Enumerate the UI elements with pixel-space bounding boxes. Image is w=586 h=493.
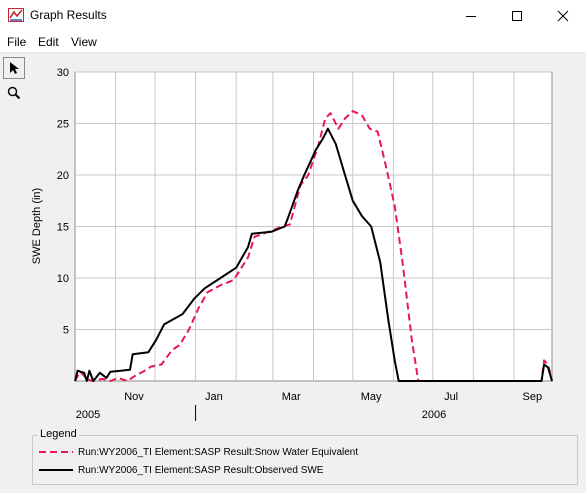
graph-panel: [0, 53, 586, 493]
legend-entry-swe: Run:WY2006_TI Element:SASP Result:Snow W…: [78, 447, 359, 458]
menu-bar: File Edit View: [0, 32, 586, 53]
legend-box: [32, 435, 578, 485]
minimize-button[interactable]: [448, 0, 494, 32]
window-title: Graph Results: [30, 8, 107, 22]
menu-file[interactable]: File: [7, 35, 27, 49]
title-bar: Graph Results: [0, 0, 586, 32]
app-icon: [8, 8, 24, 22]
maximize-icon: [512, 11, 522, 21]
close-icon: [557, 10, 569, 22]
zoom-tool-button[interactable]: [3, 82, 25, 104]
legend-entry-observed: Run:WY2006_TI Element:SASP Result:Observ…: [78, 465, 324, 476]
legend-title: Legend: [38, 428, 79, 440]
legend-swatch-observed: [39, 469, 73, 471]
legend-swatch-swe: [39, 451, 73, 453]
menu-view[interactable]: View: [71, 35, 97, 49]
close-button[interactable]: [540, 0, 586, 32]
menu-edit[interactable]: Edit: [38, 35, 59, 49]
zoom-icon: [7, 86, 21, 100]
minimize-icon: [466, 16, 476, 17]
pointer-icon: [10, 62, 19, 74]
pointer-tool-button[interactable]: [3, 57, 25, 79]
maximize-button[interactable]: [494, 0, 540, 32]
